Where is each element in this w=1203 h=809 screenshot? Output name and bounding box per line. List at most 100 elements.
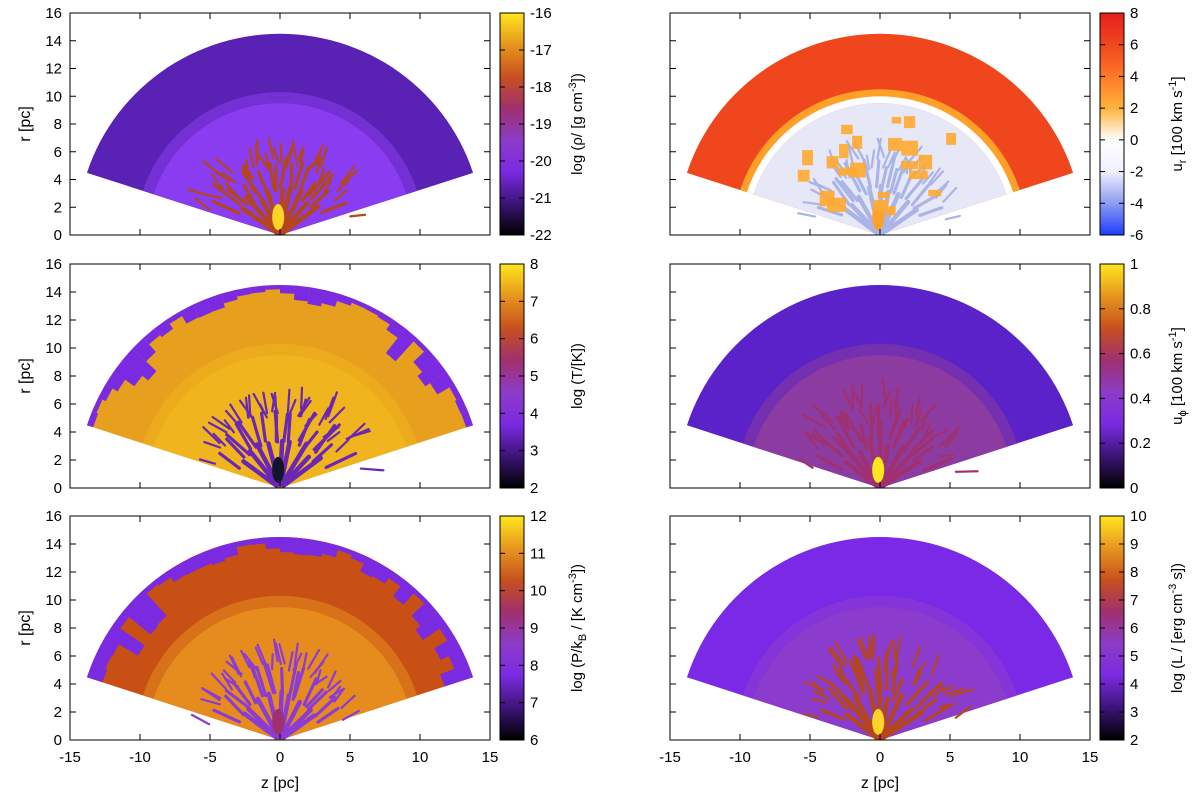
filament-segment xyxy=(240,649,251,669)
colorbar-label-script: -3 xyxy=(567,82,579,92)
edge-cell xyxy=(415,611,447,641)
y-tick-label: 6 xyxy=(54,396,62,413)
colorbar-tick-label: -19 xyxy=(530,116,552,133)
edge-cell xyxy=(166,563,186,583)
y-tick-label: 4 xyxy=(54,424,62,441)
colorbar-tick-label: 9 xyxy=(530,620,538,637)
filament-segment xyxy=(187,188,208,197)
filament-segment xyxy=(924,703,953,723)
filament-segment xyxy=(881,710,924,740)
colorbar-label: ur [100 km s-1] xyxy=(1167,76,1189,171)
filament-segment xyxy=(837,415,851,431)
edge-cell xyxy=(280,537,295,553)
x-tick-label: -10 xyxy=(729,749,751,766)
filament-segment xyxy=(230,656,243,678)
filament-segment xyxy=(333,189,348,202)
filament-segment xyxy=(307,170,331,198)
filament-segment xyxy=(312,423,341,451)
filament-segment xyxy=(190,713,211,726)
x-tick-label: 10 xyxy=(1012,749,1029,766)
filament-segment xyxy=(314,653,329,674)
filament-segment xyxy=(859,637,870,661)
filament-segment xyxy=(842,206,879,235)
filament-segment xyxy=(279,441,309,487)
colorbar-label-part: log (L / [erg cm xyxy=(1169,594,1186,693)
colorbar-tick-label: 5 xyxy=(530,368,538,385)
filament-segment xyxy=(949,688,975,698)
filament-segment xyxy=(840,180,860,203)
filament-segment xyxy=(279,142,283,164)
filament-segment xyxy=(942,425,961,445)
y-tick-label: 16 xyxy=(45,5,62,22)
filament-segment xyxy=(885,156,896,189)
filament-segment xyxy=(798,457,814,469)
filament-segment xyxy=(278,643,286,665)
filament-segment xyxy=(287,398,297,418)
plot-area xyxy=(86,285,474,488)
y-tick-label: 14 xyxy=(45,536,62,553)
filament-segment xyxy=(323,179,333,193)
edge-cell xyxy=(439,623,455,641)
colorbar-tick-label: 10 xyxy=(1130,508,1147,525)
filament-segment xyxy=(856,638,867,659)
y-tick-label: 14 xyxy=(45,284,62,301)
edge-cell xyxy=(250,285,266,294)
filament-segment xyxy=(914,698,938,717)
filament-segment xyxy=(328,688,344,699)
y-tick-label: 6 xyxy=(54,648,62,665)
edge-cell xyxy=(154,319,174,338)
colorbar-label-part: log (ρ/ [g cm xyxy=(569,92,586,175)
filament-network xyxy=(187,137,367,235)
filament-segment xyxy=(875,159,881,189)
filament-segment xyxy=(881,377,887,405)
filament-segment xyxy=(202,160,223,177)
filament-segment xyxy=(203,440,222,449)
filament-segment xyxy=(286,388,291,413)
filament-segment xyxy=(282,412,290,443)
colorbar-tick-label: 0.2 xyxy=(1130,435,1151,452)
filament-segment xyxy=(309,189,330,209)
filament-segment xyxy=(254,143,258,167)
fan-transition-ring xyxy=(742,343,1018,447)
filament-segment xyxy=(324,396,335,420)
edge-cell xyxy=(113,611,129,629)
outflow-patch xyxy=(888,137,902,151)
ticks xyxy=(69,12,491,236)
edge-cell xyxy=(206,545,226,566)
filament-segment xyxy=(272,638,279,663)
colorbar-tick-label: 6 xyxy=(530,331,538,348)
edge-cell xyxy=(105,371,126,392)
colorbar-tick-label: 4 xyxy=(1130,68,1138,85)
filament-segment xyxy=(194,197,211,211)
filament-segment xyxy=(301,181,317,202)
filament-segment xyxy=(224,677,240,688)
filament-segment xyxy=(307,649,321,670)
filament-segment xyxy=(296,150,303,167)
colorbar-label: log (L / [erg cm-3 s]) xyxy=(1167,563,1186,693)
filament-segment xyxy=(264,152,270,171)
filament-segment xyxy=(349,213,367,218)
filament-segment xyxy=(256,643,268,667)
colorbar-tick-label: 2 xyxy=(1130,732,1138,749)
filament-segment xyxy=(929,170,945,186)
colorbar-tick-label: -22 xyxy=(530,227,552,244)
x-axis-label: z [pc] xyxy=(261,775,299,792)
colorbar-tick-label: 3 xyxy=(1130,704,1138,721)
filament-segment xyxy=(279,188,304,234)
outflow-patch xyxy=(884,206,896,216)
filament-segment xyxy=(259,411,267,443)
filament-segment xyxy=(242,711,279,740)
filament-segment xyxy=(270,392,279,415)
filament-segment xyxy=(293,642,299,667)
edge-cell xyxy=(351,298,368,309)
filament-segment xyxy=(255,665,268,698)
filament-segment xyxy=(954,705,972,719)
filament-segment xyxy=(214,157,234,174)
colorbar-label-part: ]) xyxy=(569,564,586,573)
colorbar-label-part: log (T/[K]) xyxy=(569,343,586,409)
edge-cell xyxy=(430,371,455,395)
filament-segment xyxy=(909,428,935,454)
filament-segment xyxy=(318,407,330,426)
filament-segment xyxy=(880,706,915,740)
filament-segment xyxy=(842,675,861,701)
